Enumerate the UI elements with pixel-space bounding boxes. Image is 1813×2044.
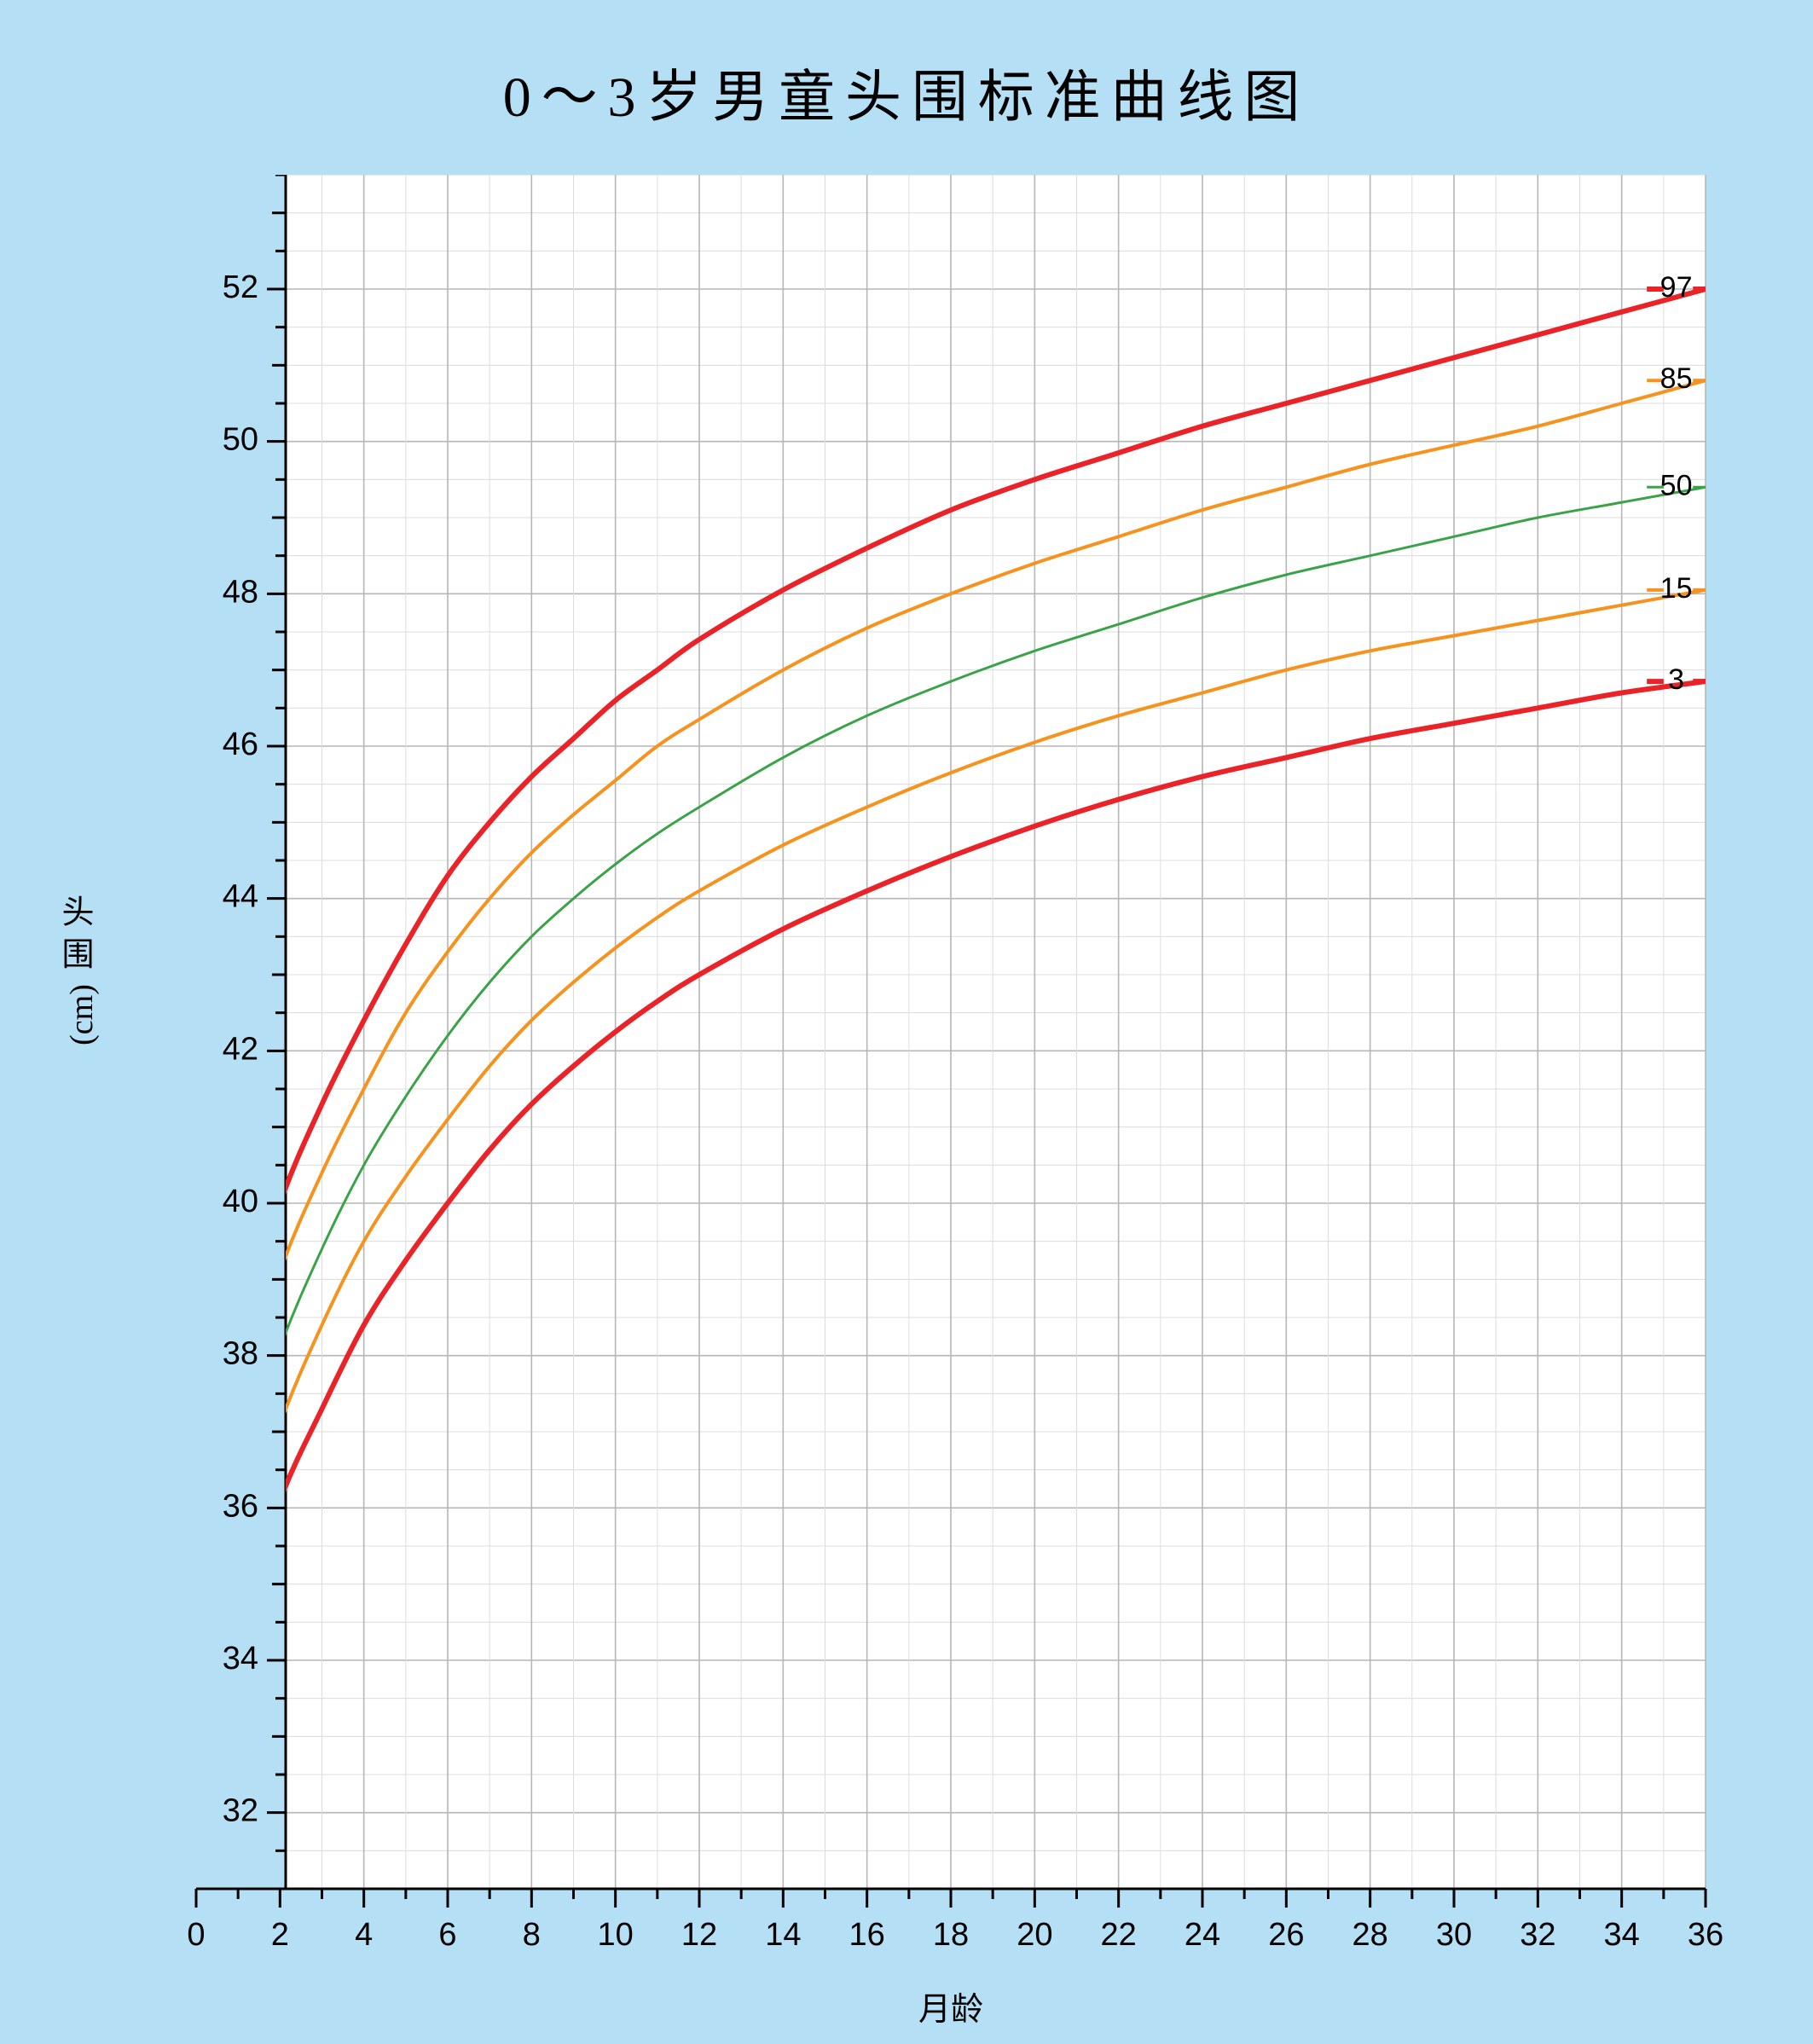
x-tick-label: 32 — [1520, 1917, 1555, 1953]
x-tick-label: 22 — [1101, 1917, 1137, 1953]
y-tick-label: 36 — [223, 1488, 258, 1524]
x-tick-label: 24 — [1185, 1917, 1220, 1953]
x-tick-label: 4 — [355, 1917, 373, 1953]
y-tick-label: 52 — [223, 269, 258, 305]
chart-title: 0～3岁男童头围标准曲线图 — [0, 51, 1813, 133]
y-tick-label: 38 — [223, 1336, 258, 1372]
x-tick-label: 8 — [523, 1917, 541, 1953]
y-tick-label: 42 — [223, 1031, 258, 1067]
x-tick-label: 34 — [1604, 1917, 1640, 1953]
curve-label-50: 50 — [1660, 469, 1693, 501]
curve-label-15: 15 — [1660, 572, 1693, 605]
y-tick-label: 34 — [223, 1641, 258, 1676]
x-tick-label: 20 — [1017, 1917, 1052, 1953]
x-tick-label: 12 — [681, 1917, 717, 1953]
x-tick-label: 2 — [271, 1917, 289, 1953]
y-tick-label: 48 — [223, 574, 258, 610]
x-tick-label: 30 — [1436, 1917, 1472, 1953]
x-tick-label: 14 — [765, 1917, 801, 1953]
curve-label-85: 85 — [1660, 362, 1693, 395]
y-tick-label: 50 — [223, 422, 258, 458]
y-tick-label: 32 — [223, 1793, 258, 1829]
x-tick-label: 16 — [849, 1917, 885, 1953]
y-tick-label: 40 — [223, 1184, 258, 1219]
curve-label-3: 3 — [1668, 663, 1684, 696]
y-tick-label: 44 — [223, 879, 258, 915]
x-tick-label: 26 — [1268, 1917, 1304, 1953]
x-tick-label: 0 — [187, 1917, 205, 1953]
page: 0～3岁男童头围标准曲线图 头围 (cm) 月龄 323436384042444… — [0, 0, 1813, 2044]
x-tick-label: 10 — [598, 1917, 634, 1953]
y-tick-label: 46 — [223, 727, 258, 762]
x-tick-label: 6 — [438, 1917, 456, 1953]
curve-label-97: 97 — [1660, 271, 1693, 304]
x-tick-label: 28 — [1353, 1917, 1388, 1953]
x-tick-label: 18 — [933, 1917, 969, 1953]
chart-plot: 3234363840424446485052024681012141618202… — [77, 175, 1808, 2017]
x-tick-label: 36 — [1688, 1917, 1723, 1953]
